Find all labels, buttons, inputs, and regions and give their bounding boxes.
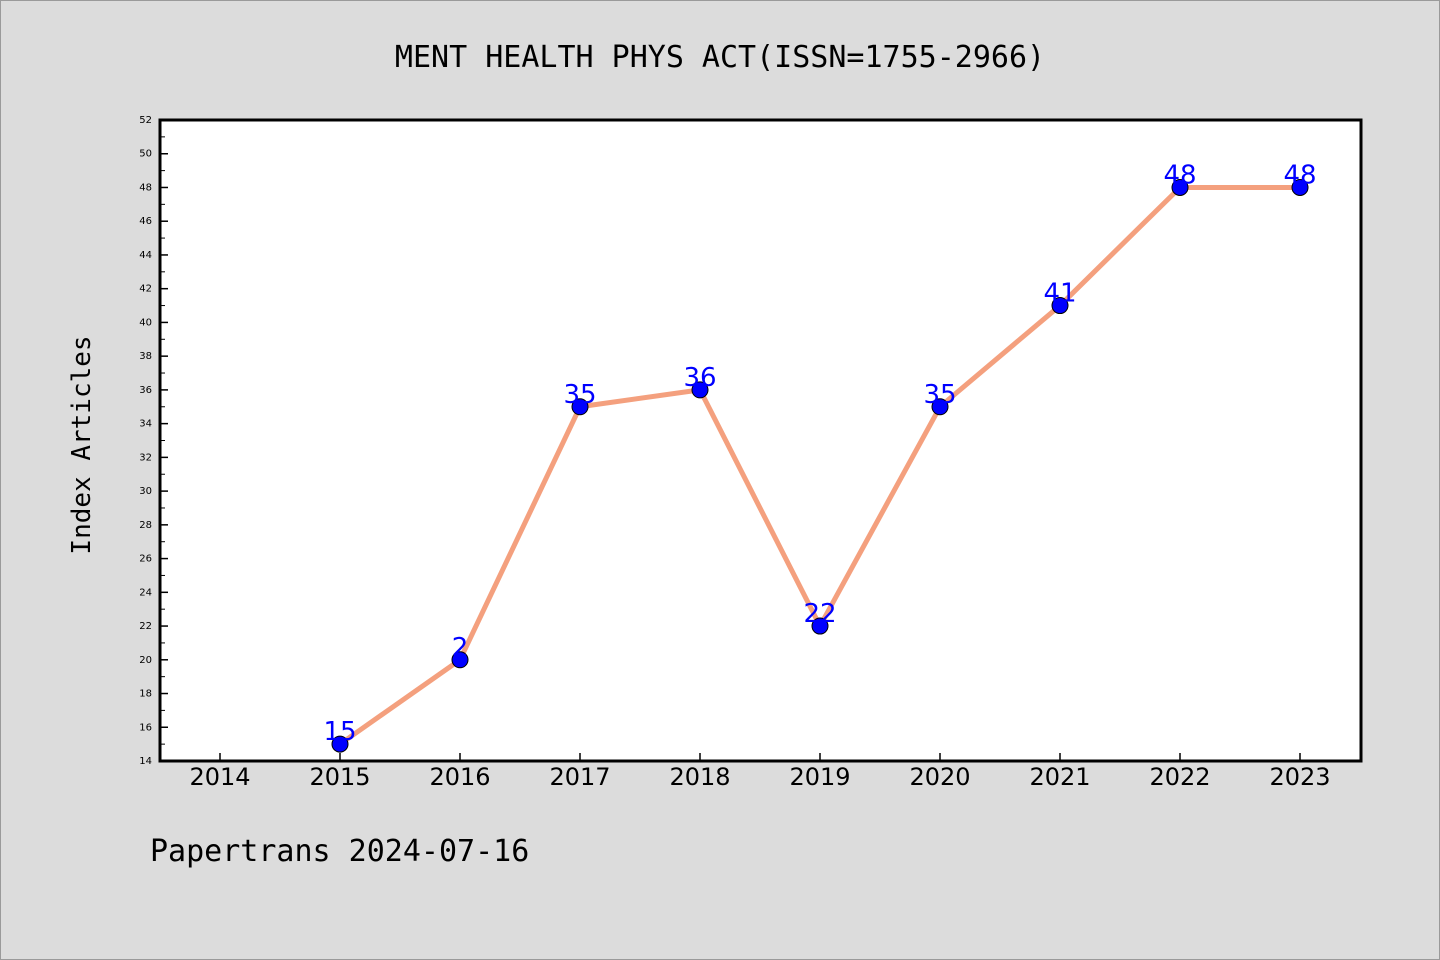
plot-area [158, 118, 1363, 763]
y-tick-label: 48 [139, 182, 152, 193]
data-label: 36 [683, 363, 716, 393]
x-tick-label: 2014 [189, 763, 250, 791]
data-point [571, 398, 589, 416]
y-tick-label: 50 [139, 149, 152, 160]
y-axis-label: Index Articles [67, 335, 97, 554]
y-tick-label: 30 [139, 486, 152, 497]
y-tick-label: 44 [139, 250, 152, 261]
data-label: 35 [923, 380, 956, 410]
y-tick-label: 28 [139, 520, 152, 531]
y-tick-label: 18 [139, 689, 152, 700]
data-label: 41 [1043, 279, 1076, 309]
y-tick-label: 14 [139, 756, 152, 767]
y-tick-label: 40 [139, 317, 152, 328]
data-label: 48 [1163, 160, 1196, 190]
y-axis-ticks: 14 16 18 20 22 24 26 28 30 32 34 36 38 40 42 44 46 48 50 52 [139, 115, 168, 767]
data-label: 22 [803, 599, 836, 629]
data-label: 35 [563, 380, 596, 410]
y-tick-label: 16 [139, 722, 152, 733]
y-tick-label: 42 [139, 284, 152, 295]
data-label: 2 [452, 633, 469, 663]
y-tick-label: 22 [139, 621, 152, 632]
data-point [931, 398, 949, 416]
y-tick-label: 26 [139, 554, 152, 565]
data-label: 15 [323, 717, 356, 747]
data-point [691, 381, 709, 399]
data-label: 48 [1283, 160, 1316, 190]
footer-credit: Papertrans 2024-07-16 [150, 834, 530, 869]
y-tick-label: 24 [139, 587, 152, 598]
data-point [1051, 297, 1069, 315]
y-tick-label: 34 [139, 419, 152, 430]
x-axis-ticks: 2014 2015 2016 2017 2018 2019 2020 2021 2022 2023 [189, 753, 1331, 791]
x-tick-label: 2021 [1029, 763, 1090, 791]
y-tick-label: 52 [139, 115, 152, 126]
data-point [1291, 178, 1309, 196]
data-point [1171, 178, 1189, 196]
data-point [331, 735, 349, 753]
chart-title: MENT HEALTH PHYS ACT(ISSN=1755-2966) [395, 40, 1045, 75]
x-tick-label: 2016 [429, 763, 490, 791]
data-point [451, 651, 469, 669]
x-tick-label: 2018 [669, 763, 730, 791]
x-tick-label: 2017 [549, 763, 610, 791]
y-tick-label: 36 [139, 385, 152, 396]
y-tick-label: 46 [139, 216, 152, 227]
x-tick-label: 2022 [1149, 763, 1210, 791]
series-layer: 15 2 35 36 22 35 41 48 48 [323, 160, 1317, 753]
x-tick-label: 2015 [309, 763, 370, 791]
y-tick-label: 20 [139, 655, 152, 666]
data-point [811, 617, 829, 635]
x-tick-label: 2023 [1269, 763, 1330, 791]
x-tick-label: 2019 [789, 763, 850, 791]
y-tick-label: 32 [139, 452, 152, 463]
x-tick-label: 2020 [909, 763, 970, 791]
y-tick-label: 38 [139, 351, 152, 362]
